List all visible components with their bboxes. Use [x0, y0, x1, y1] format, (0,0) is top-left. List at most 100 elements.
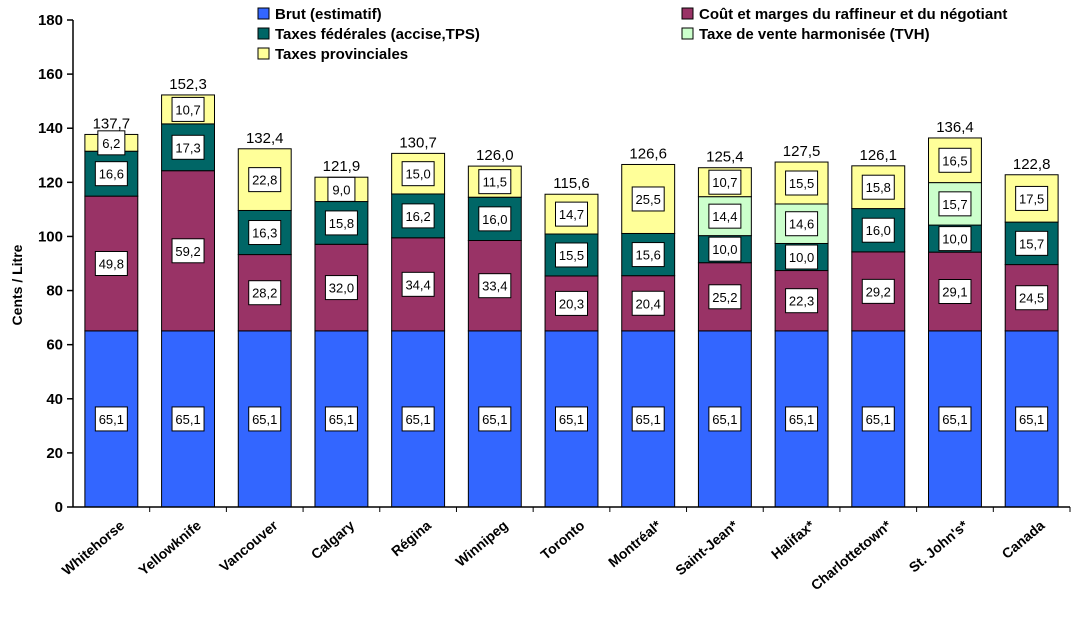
y-tick-label: 20: [46, 445, 63, 462]
x-category-label: Canada: [999, 517, 1048, 562]
legend-swatch: [257, 27, 270, 40]
data-label: 65,1: [712, 412, 737, 427]
data-label-box: [248, 406, 282, 432]
data-label-box: [785, 244, 819, 270]
data-label-box: [555, 242, 588, 268]
legend-label: Coût et marges du raffineur et du négoti…: [699, 6, 1007, 23]
bar-segment: [851, 208, 906, 253]
data-label: 15,7: [1019, 236, 1044, 251]
data-label: 15,5: [789, 176, 814, 191]
data-label-box: [708, 236, 742, 262]
y-tick-label: 120: [38, 174, 63, 191]
data-label-box: [248, 280, 282, 306]
data-label: 29,1: [942, 285, 967, 300]
data-label: 65,1: [252, 412, 277, 427]
y-tick-label: 80: [46, 283, 63, 300]
legend-swatch: [681, 7, 694, 20]
data-label: 10,7: [175, 102, 200, 117]
data-label-box: [401, 161, 435, 187]
y-tick-label: 40: [46, 391, 63, 408]
data-label: 10,0: [789, 250, 814, 265]
data-label: 15,8: [329, 216, 354, 231]
y-tick-label: 180: [38, 12, 63, 29]
data-label-box: [401, 271, 435, 297]
data-label: 6,2: [102, 136, 120, 151]
data-label-box: [861, 217, 895, 243]
data-label-box: [785, 406, 819, 432]
y-tick-label: 100: [38, 228, 63, 245]
data-label: 33,4: [482, 279, 507, 294]
data-label: 16,2: [405, 209, 430, 224]
y-tick-label: 0: [55, 499, 63, 516]
data-label-box: [324, 275, 358, 301]
data-label: 16,0: [482, 212, 507, 227]
bar-segment: [544, 193, 599, 235]
data-label-box: [248, 167, 282, 193]
x-axis: Whitehorse Yellowknife Vancouver Calgary Rég…: [59, 506, 1071, 594]
data-label-box: [631, 242, 665, 268]
data-label-box: [938, 226, 972, 252]
total-label: 127,5: [783, 143, 821, 160]
data-label-box: [401, 406, 435, 432]
data-label-box: [861, 174, 895, 200]
data-label: 65,1: [482, 412, 507, 427]
data-label: 65,1: [175, 412, 200, 427]
bar-segment: [467, 240, 522, 332]
data-label-box: [171, 134, 205, 160]
data-label: 65,1: [1019, 412, 1044, 427]
data-label: 34,4: [405, 277, 430, 292]
data-label: 65,1: [405, 412, 430, 427]
data-label: 20,4: [636, 296, 661, 311]
legend-label: Taxes fédérales (accise,TPS): [275, 26, 480, 43]
x-category-label: Régina: [388, 517, 434, 559]
y-axis-label: Cents / Litre: [9, 244, 25, 325]
y-axis: 0 20 40 60 80 100 120 140 160 180: [38, 12, 74, 516]
data-label: 10,0: [942, 232, 967, 247]
data-label: 65,1: [942, 412, 967, 427]
legend-label: Taxe de vente harmonisée (TVH): [699, 26, 930, 43]
data-label: 65,1: [329, 412, 354, 427]
data-label: 14,6: [789, 217, 814, 232]
data-label-box: [324, 210, 358, 236]
data-label: 25,5: [636, 192, 661, 207]
data-label: 20,3: [559, 296, 584, 311]
data-label: 32,0: [329, 281, 354, 296]
data-label-box: [327, 176, 356, 202]
data-label: 16,0: [866, 223, 891, 238]
data-label-box: [708, 284, 742, 310]
data-label-box: [631, 290, 665, 316]
x-category-label: Yellowknife: [135, 517, 204, 578]
data-label-box: [938, 191, 972, 217]
x-category-label: Whitehorse: [59, 517, 128, 578]
total-label: 121,9: [323, 158, 361, 175]
data-label: 65,1: [789, 412, 814, 427]
data-label-box: [401, 203, 435, 229]
data-label: 65,1: [866, 412, 891, 427]
data-label: 49,8: [99, 257, 124, 272]
data-label: 17,5: [1019, 191, 1044, 206]
data-label-box: [631, 406, 665, 432]
data-label-box: [171, 406, 205, 432]
x-category-label: Charlottetown*: [808, 517, 895, 594]
data-label: 59,2: [175, 244, 200, 259]
data-label-box: [478, 273, 512, 299]
y-tick-label: 160: [38, 66, 63, 83]
data-label: 15,6: [636, 248, 661, 263]
x-category-label: St. John's*: [906, 517, 972, 576]
data-label-box: [1015, 230, 1049, 256]
data-label-box: [478, 169, 512, 195]
data-label-box: [861, 278, 895, 304]
data-label: 15,7: [942, 197, 967, 212]
data-label-box: [861, 406, 895, 432]
data-label-box: [708, 406, 742, 432]
total-label: 136,4: [936, 119, 974, 136]
data-label-box: [555, 201, 588, 227]
data-label-box: [631, 186, 665, 212]
x-category-label: Vancouver: [216, 517, 281, 575]
data-label-box: [938, 406, 972, 432]
legend-label: Brut (estimatif): [275, 6, 382, 23]
data-label: 24,5: [1019, 291, 1044, 306]
data-label-box: [785, 211, 819, 237]
legend-swatch: [257, 47, 270, 60]
